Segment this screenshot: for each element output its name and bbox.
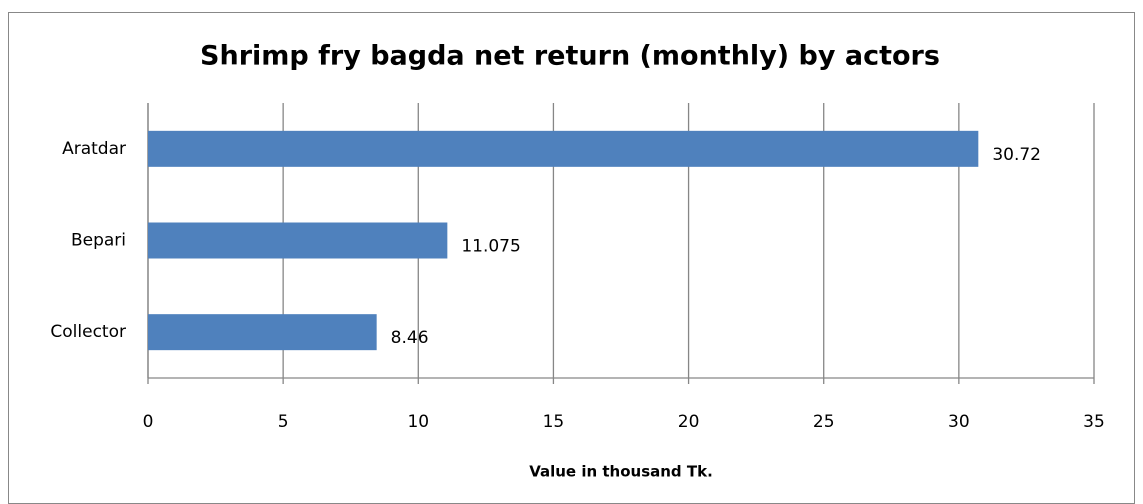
x-axis-title: Value in thousand Tk.: [529, 463, 713, 481]
data-label: 30.72: [992, 145, 1041, 165]
x-tick-label: 0: [143, 412, 154, 432]
y-tick-label: Bepari: [71, 231, 126, 251]
y-tick-label: Collector: [50, 322, 126, 342]
data-label: 11.075: [461, 237, 520, 257]
x-tick-label: 10: [407, 412, 429, 432]
x-tick-label: 30: [948, 412, 970, 432]
x-tick-label: 15: [543, 412, 565, 432]
chart-title: Shrimp fry bagda net return (monthly) by…: [200, 41, 940, 72]
x-tick-label: 20: [678, 412, 700, 432]
x-tick-label: 5: [278, 412, 289, 432]
bar: [148, 314, 377, 351]
bar: [148, 130, 979, 167]
x-tick-label: 35: [1083, 412, 1105, 432]
y-tick-label: Aratdar: [62, 139, 126, 159]
data-label: 8.46: [391, 328, 429, 348]
x-tick-label: 25: [813, 412, 835, 432]
bar: [148, 222, 448, 259]
